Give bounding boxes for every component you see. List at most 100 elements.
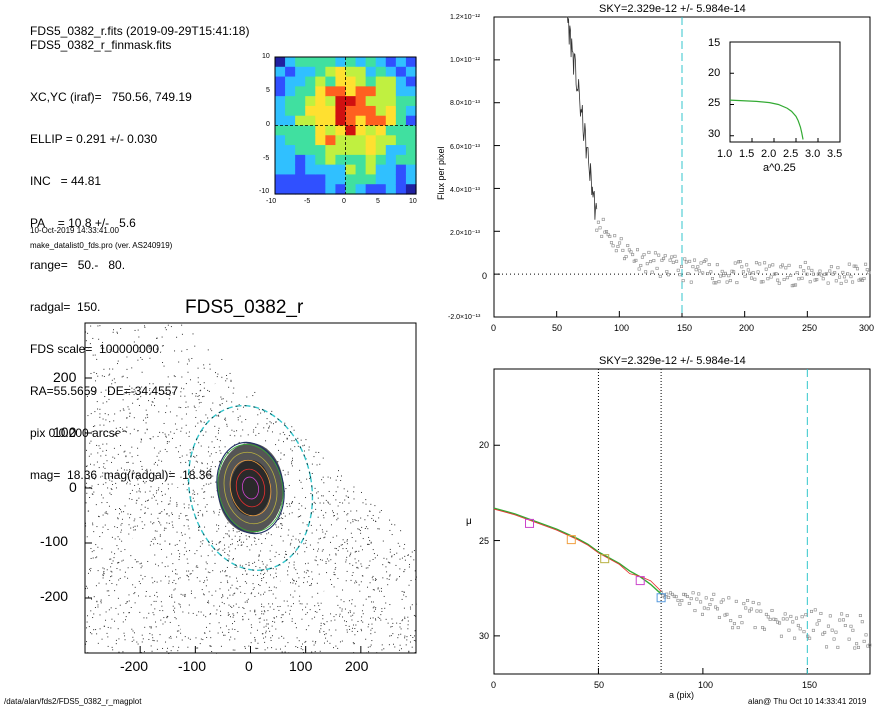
image-pixel bbox=[106, 460, 108, 462]
image-pixel bbox=[198, 395, 200, 397]
image-pixel bbox=[317, 491, 319, 493]
image-pixel bbox=[285, 550, 287, 552]
image-pixel bbox=[321, 559, 323, 561]
image-pixel bbox=[171, 437, 173, 439]
image-pixel bbox=[161, 501, 163, 503]
image-pixel bbox=[219, 541, 221, 543]
image-pixel bbox=[360, 545, 362, 547]
flux-data-point bbox=[689, 280, 693, 284]
image-pixel bbox=[140, 460, 142, 462]
image-pixel bbox=[130, 606, 132, 608]
sb-data-point bbox=[853, 646, 857, 650]
image-pixel bbox=[392, 622, 394, 624]
heatmap-cell bbox=[305, 125, 316, 136]
fit-ellipse bbox=[216, 441, 285, 535]
image-pixel bbox=[171, 512, 173, 514]
image-pixel bbox=[189, 474, 191, 476]
image-pixel bbox=[180, 632, 182, 634]
image-pixel bbox=[407, 628, 409, 630]
image-pixel bbox=[101, 532, 103, 534]
image-pixel bbox=[233, 430, 235, 432]
image-pixel bbox=[99, 628, 101, 630]
image-pixel bbox=[192, 489, 194, 491]
image-pixel bbox=[210, 645, 212, 647]
image-pixel bbox=[325, 637, 327, 639]
image-pixel bbox=[362, 502, 364, 504]
heatmap-cell bbox=[365, 115, 377, 127]
image-pixel bbox=[244, 647, 246, 649]
image-pixel bbox=[130, 527, 132, 529]
image-pixel bbox=[120, 509, 122, 511]
image-pixel bbox=[102, 418, 104, 420]
image-pixel bbox=[251, 626, 253, 628]
image-pixel bbox=[250, 593, 252, 595]
flux-data-point bbox=[846, 272, 850, 276]
image-pixel bbox=[123, 612, 125, 614]
image-pixel bbox=[298, 508, 300, 510]
image-pixel bbox=[188, 579, 190, 581]
image-pixel bbox=[141, 634, 143, 636]
image-pixel bbox=[244, 593, 246, 595]
image-pixel bbox=[178, 406, 180, 408]
image-pixel bbox=[159, 431, 161, 433]
image-pixel bbox=[138, 351, 140, 353]
mask-hole bbox=[107, 516, 118, 526]
image-pixel bbox=[334, 562, 336, 564]
image-pixel bbox=[155, 499, 157, 501]
image-pixel bbox=[371, 640, 373, 642]
image-pixel bbox=[313, 548, 315, 550]
image-pixel bbox=[312, 640, 314, 642]
image-pixel bbox=[170, 326, 172, 328]
heatmap-cell bbox=[335, 105, 347, 117]
flux-data-point bbox=[722, 274, 726, 278]
image-pixel bbox=[127, 461, 129, 463]
flux-data-point bbox=[673, 254, 677, 258]
image-pixel bbox=[111, 480, 113, 482]
sb-data-point bbox=[757, 602, 761, 606]
image-pixel bbox=[151, 634, 153, 636]
image-pixel bbox=[377, 528, 379, 530]
image-pixel bbox=[194, 597, 196, 599]
flux-data-point bbox=[753, 277, 757, 281]
flux-data-point bbox=[717, 280, 721, 284]
image-pixel bbox=[266, 570, 268, 572]
sb-data-point bbox=[766, 615, 770, 619]
image-pixel bbox=[265, 636, 267, 638]
image-pixel bbox=[136, 499, 138, 501]
image-pixel bbox=[248, 535, 250, 537]
image-pixel bbox=[289, 609, 291, 611]
heatmap-cell bbox=[285, 86, 296, 97]
image-pixel bbox=[176, 504, 178, 506]
image-pixel bbox=[95, 544, 97, 546]
image-pixel bbox=[145, 595, 147, 597]
image-pixel bbox=[217, 632, 219, 634]
sb-data-point bbox=[763, 627, 767, 631]
image-pixel bbox=[265, 582, 267, 584]
image-pixel bbox=[121, 518, 123, 520]
image-pixel bbox=[108, 590, 110, 592]
heatmap-cell bbox=[385, 66, 397, 78]
image-pixel bbox=[106, 590, 108, 592]
image-pixel bbox=[372, 549, 374, 551]
image-pixel bbox=[360, 517, 362, 519]
image-pixel bbox=[114, 538, 116, 540]
image-pixel bbox=[322, 549, 324, 551]
image-pixel bbox=[126, 417, 128, 419]
image-pixel bbox=[385, 618, 387, 620]
heatmap-cell bbox=[335, 76, 347, 87]
image-pixel bbox=[325, 563, 327, 565]
sb-data-point bbox=[755, 609, 759, 613]
image-pixel bbox=[379, 590, 381, 592]
image-pixel bbox=[100, 391, 102, 393]
image-pixel bbox=[99, 416, 101, 418]
image-pixel bbox=[161, 345, 163, 347]
flux-data-point bbox=[613, 234, 617, 238]
image-pixel bbox=[198, 399, 200, 401]
image-pixel bbox=[407, 624, 409, 626]
image-pixel bbox=[179, 577, 181, 579]
image-pixel bbox=[278, 439, 280, 441]
image-pixel bbox=[134, 390, 136, 392]
heatmap-cell bbox=[385, 174, 397, 185]
image-pixel bbox=[97, 570, 99, 572]
flux-data-point bbox=[611, 244, 615, 248]
